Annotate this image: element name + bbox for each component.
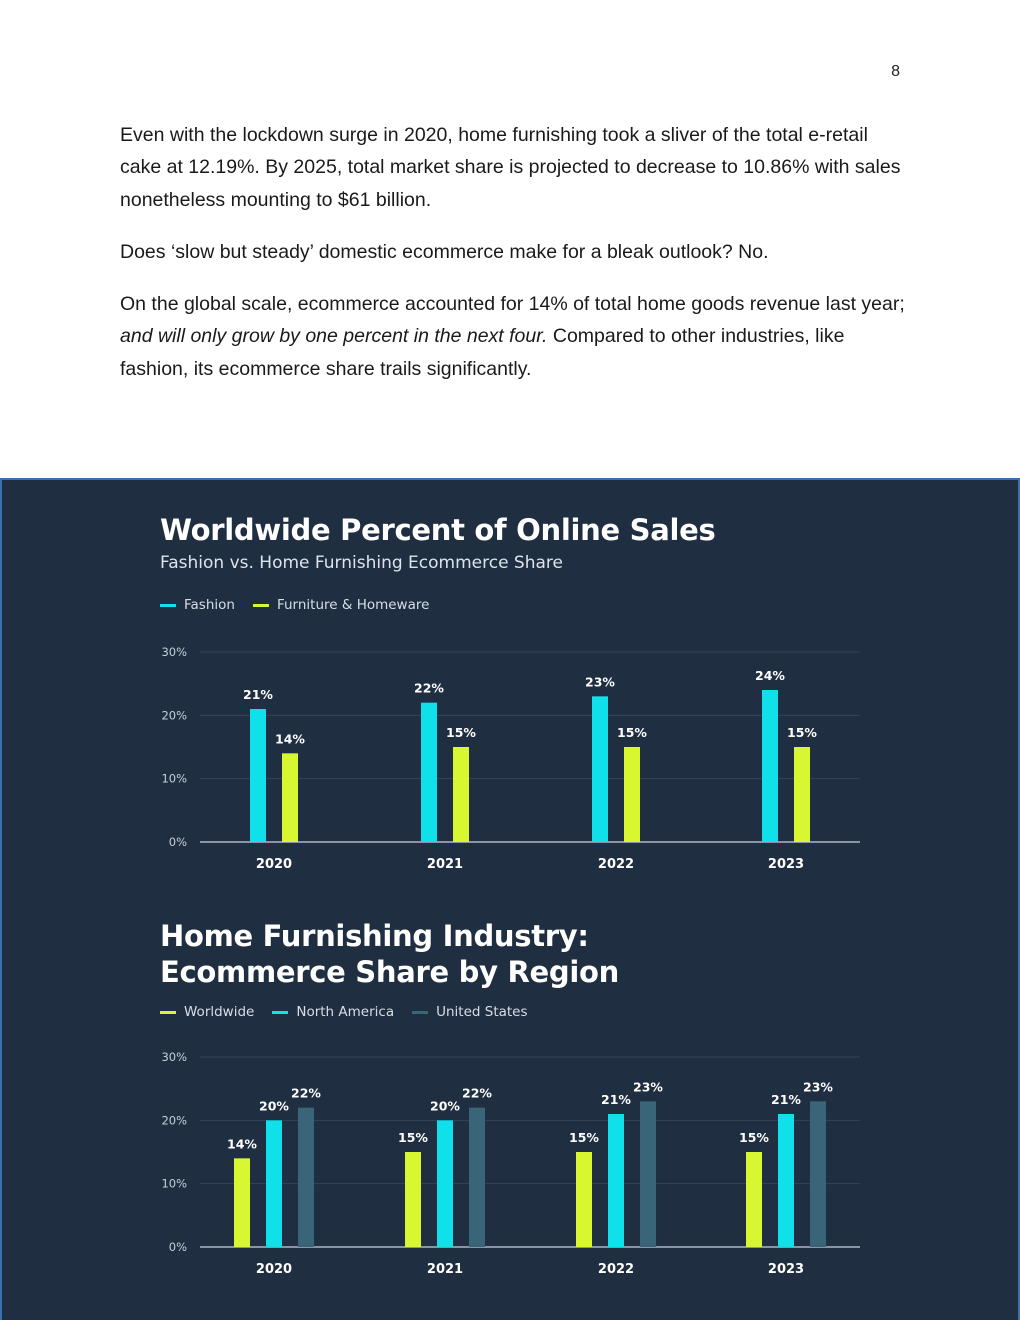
x-tick-label: 2021	[427, 1262, 463, 1277]
legend-label-worldwide: Worldwide	[184, 1004, 255, 1020]
legend-swatch-north-america	[272, 1010, 289, 1014]
bar-worldwide-2021	[405, 1152, 421, 1247]
legend-label-fashion: Fashion	[184, 597, 235, 613]
data-label: 21%	[771, 1092, 801, 1107]
chart-2-title: Home Furnishing Industry: Ecommerce Shar…	[160, 918, 619, 990]
y-tick-label: 10%	[161, 772, 187, 786]
data-label: 15%	[739, 1130, 769, 1145]
chart-2-title-line-1: Home Furnishing Industry:	[160, 919, 589, 953]
y-tick-label: 30%	[161, 645, 187, 659]
x-tick-label: 2020	[256, 857, 292, 872]
x-tick-label: 2020	[256, 1262, 292, 1277]
chart-1-title: Worldwide Percent of Online Sales	[160, 513, 716, 547]
x-tick-label: 2022	[598, 857, 634, 872]
bar-united-states-2022	[640, 1101, 656, 1247]
legend-item-united-states: United States	[412, 1004, 528, 1020]
page-number: 8	[891, 63, 900, 80]
data-label: 15%	[787, 725, 817, 740]
data-label: 22%	[414, 681, 444, 696]
y-tick-label: 10%	[161, 1177, 187, 1191]
infographic-panel: Worldwide Percent of Online Sales Fashio…	[0, 478, 1020, 1320]
chart-2-plot: 0%10%20%30%14%20%22%202015%20%22%202115%…	[161, 1050, 860, 1277]
bar-north-america-2022	[608, 1114, 624, 1247]
legend-label-united-states: United States	[436, 1004, 528, 1020]
legend-item-fashion: Fashion	[160, 597, 235, 613]
x-tick-label: 2021	[427, 857, 463, 872]
legend-item-north-america: North America	[272, 1004, 394, 1020]
paragraph-3-italic: and will only grow by one percent in the…	[120, 325, 548, 348]
legend-label-north-america: North America	[296, 1004, 395, 1020]
bar-furniture-homeware-2022	[624, 747, 640, 842]
chart-1-legend: Fashion Furniture & Homeware	[160, 597, 429, 613]
y-tick-label: 20%	[161, 1113, 187, 1127]
bar-united-states-2021	[469, 1107, 485, 1247]
bar-north-america-2021	[437, 1120, 453, 1247]
bar-fashion-2023	[762, 690, 778, 842]
chart-2-legend: Worldwide North America United States	[160, 1004, 528, 1020]
x-tick-label: 2023	[768, 1262, 804, 1277]
legend-item-furniture-homeware: Furniture & Homeware	[252, 597, 430, 613]
y-tick-label: 0%	[169, 835, 187, 849]
data-label: 15%	[398, 1130, 428, 1145]
bar-fashion-2022	[592, 696, 608, 842]
bar-furniture-homeware-2023	[794, 747, 810, 842]
bar-worldwide-2020	[234, 1158, 250, 1247]
paragraph-2: Does ‘slow but steady’ domestic ecommerc…	[120, 240, 769, 263]
bar-united-states-2020	[298, 1107, 314, 1247]
legend-swatch-worldwide	[160, 1010, 176, 1014]
paragraph-3: On the global scale, ecommerce accounted…	[120, 288, 910, 385]
data-label: 20%	[430, 1098, 460, 1113]
data-label: 22%	[462, 1086, 492, 1101]
bar-worldwide-2023	[746, 1152, 762, 1247]
bar-north-america-2023	[778, 1114, 794, 1247]
data-label: 14%	[227, 1136, 257, 1151]
paragraph-1: Even with the lockdown surge in 2020, ho…	[120, 124, 901, 211]
y-tick-label: 30%	[161, 1050, 187, 1064]
data-label: 21%	[243, 687, 273, 702]
data-label: 15%	[617, 725, 647, 740]
data-label: 24%	[755, 668, 785, 683]
x-tick-label: 2023	[768, 857, 804, 872]
y-tick-label: 20%	[161, 708, 187, 722]
legend-label-furniture-homeware: Furniture & Homeware	[276, 597, 430, 613]
x-tick-label: 2022	[598, 1262, 634, 1277]
bar-furniture-homeware-2021	[453, 747, 469, 842]
data-label: 14%	[275, 731, 305, 746]
legend-item-worldwide: Worldwide	[160, 1004, 254, 1020]
data-label: 23%	[803, 1079, 833, 1094]
data-label: 20%	[259, 1098, 289, 1113]
legend-swatch-united-states	[412, 1010, 429, 1014]
data-label: 15%	[446, 725, 476, 740]
data-label: 23%	[585, 674, 615, 689]
bar-united-states-2023	[810, 1101, 826, 1247]
bar-north-america-2020	[266, 1120, 282, 1247]
bar-furniture-homeware-2020	[282, 753, 298, 842]
data-label: 23%	[633, 1079, 663, 1094]
bar-fashion-2021	[421, 702, 437, 842]
y-tick-label: 0%	[169, 1240, 187, 1254]
chart-2-title-line-2: Ecommerce Share by Region	[160, 955, 619, 989]
data-label: 15%	[569, 1130, 599, 1145]
paragraph-3-end: Compared to other industries, like fashi…	[120, 325, 845, 380]
chart-1-subtitle: Fashion vs. Home Furnishing Ecommerce Sh…	[160, 553, 563, 573]
paragraph-3-start: On the global scale, ecommerce accounted…	[120, 293, 905, 316]
bar-worldwide-2022	[576, 1152, 592, 1247]
legend-swatch-furniture-homeware	[252, 603, 269, 607]
data-label: 21%	[601, 1092, 631, 1107]
body-text: Even with the lockdown surge in 2020, ho…	[120, 119, 910, 405]
legend-swatch-fashion	[160, 603, 176, 607]
bar-fashion-2020	[250, 709, 266, 842]
data-label: 22%	[291, 1086, 321, 1101]
chart-1-plot: 0% 10% 20% 30% 21% 14% 2020 22% 15% 2021 23% 15% 202…	[161, 645, 860, 872]
